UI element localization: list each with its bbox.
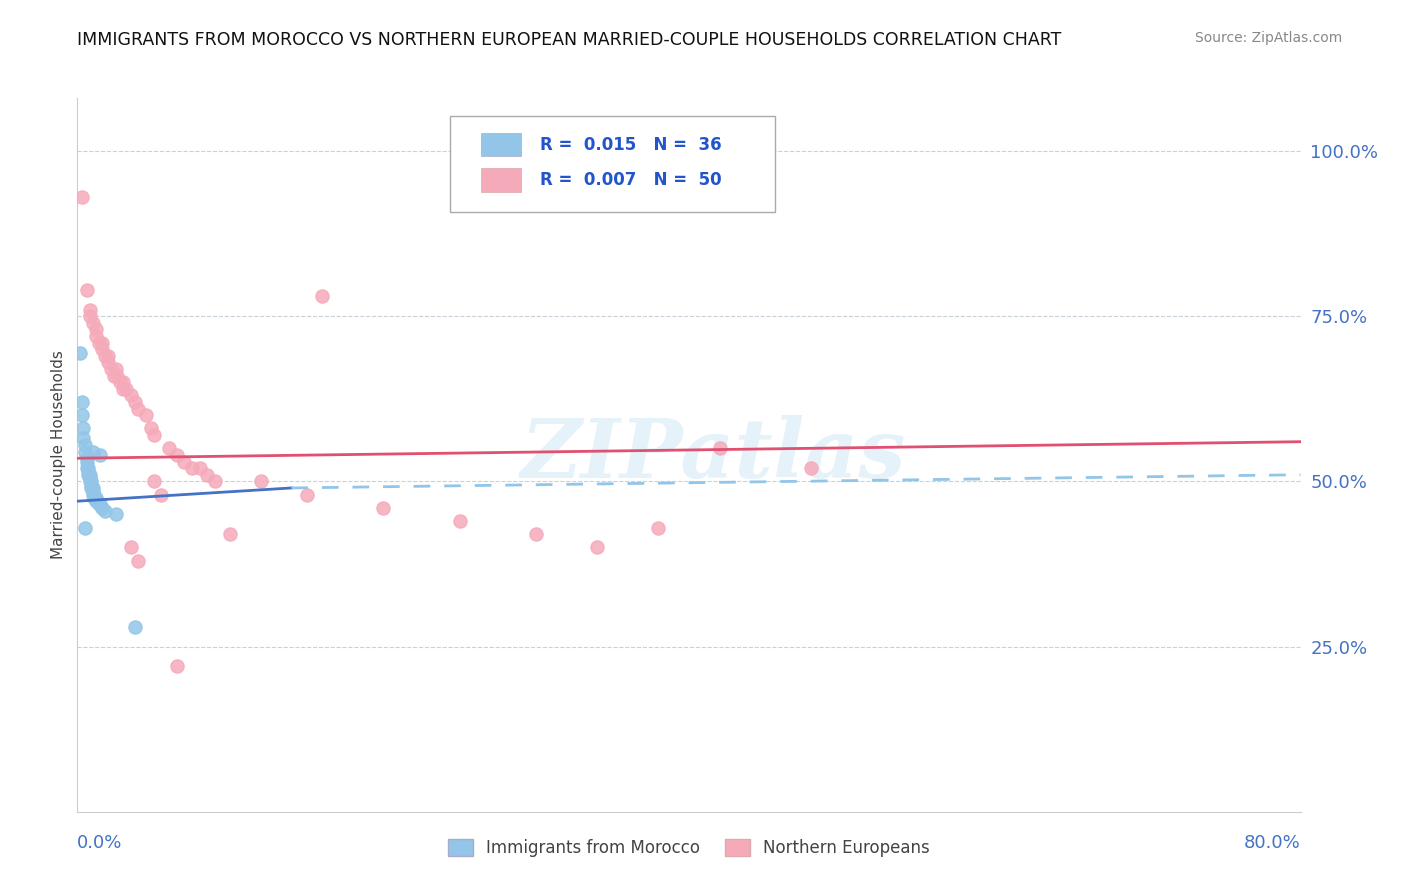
Point bbox=[72, 421, 94, 435]
Point bbox=[104, 508, 127, 522]
Legend: Immigrants from Morocco, Northern Europeans: Immigrants from Morocco, Northern Europe… bbox=[441, 832, 936, 864]
Bar bbox=[481, 133, 522, 156]
Point bbox=[449, 514, 471, 528]
Point bbox=[150, 487, 173, 501]
Text: Source: ZipAtlas.com: Source: ZipAtlas.com bbox=[1195, 31, 1343, 45]
Point bbox=[173, 454, 195, 468]
Point bbox=[127, 401, 149, 416]
Point bbox=[82, 481, 104, 495]
Point bbox=[79, 309, 101, 323]
Point bbox=[100, 362, 122, 376]
Point bbox=[295, 487, 318, 501]
Point bbox=[371, 500, 394, 515]
Point bbox=[90, 500, 112, 515]
Text: R =  0.007   N =  50: R = 0.007 N = 50 bbox=[540, 171, 721, 189]
Point bbox=[188, 461, 211, 475]
Point bbox=[89, 448, 111, 462]
Point bbox=[87, 335, 110, 350]
Point bbox=[79, 467, 101, 482]
Point bbox=[120, 541, 142, 555]
Point bbox=[115, 382, 138, 396]
Text: 80.0%: 80.0% bbox=[1244, 834, 1301, 852]
Point bbox=[73, 438, 96, 452]
Point bbox=[84, 494, 107, 508]
Point bbox=[311, 289, 333, 303]
Point bbox=[76, 454, 98, 468]
Point bbox=[79, 471, 101, 485]
Point bbox=[139, 421, 162, 435]
Point bbox=[108, 376, 131, 390]
Point bbox=[800, 461, 823, 475]
Point bbox=[204, 475, 226, 489]
Point bbox=[94, 504, 117, 518]
Point bbox=[166, 448, 188, 462]
Point bbox=[80, 481, 103, 495]
Point bbox=[647, 520, 669, 534]
Point bbox=[219, 527, 242, 541]
Point bbox=[135, 409, 157, 423]
Point bbox=[89, 498, 111, 512]
Point bbox=[157, 442, 180, 456]
Point bbox=[76, 461, 98, 475]
Point bbox=[80, 477, 103, 491]
Point bbox=[103, 368, 125, 383]
Point bbox=[250, 475, 273, 489]
Point bbox=[104, 362, 127, 376]
Point bbox=[76, 283, 98, 297]
Point bbox=[142, 475, 165, 489]
Point bbox=[112, 376, 135, 390]
Point bbox=[90, 342, 112, 356]
Point bbox=[112, 382, 135, 396]
Point bbox=[82, 444, 104, 458]
Point bbox=[84, 491, 107, 505]
Point bbox=[83, 487, 105, 501]
Bar bbox=[481, 169, 522, 192]
Point bbox=[181, 461, 204, 475]
Point bbox=[709, 442, 731, 456]
Point bbox=[76, 451, 98, 466]
Point bbox=[82, 484, 104, 499]
Point bbox=[82, 316, 104, 330]
Point bbox=[83, 491, 105, 505]
Point bbox=[94, 349, 117, 363]
Point bbox=[524, 527, 547, 541]
Point bbox=[195, 467, 218, 482]
Point bbox=[70, 190, 93, 204]
Point bbox=[90, 335, 112, 350]
Point bbox=[124, 620, 146, 634]
Point bbox=[86, 494, 108, 508]
Point bbox=[124, 395, 146, 409]
Point bbox=[87, 498, 110, 512]
Text: ZIPatlas: ZIPatlas bbox=[520, 415, 905, 495]
Point bbox=[84, 322, 107, 336]
Point bbox=[70, 395, 93, 409]
Point bbox=[82, 487, 104, 501]
Point bbox=[77, 461, 100, 475]
FancyBboxPatch shape bbox=[450, 116, 775, 212]
Point bbox=[73, 520, 96, 534]
Point bbox=[127, 554, 149, 568]
Text: IMMIGRANTS FROM MOROCCO VS NORTHERN EUROPEAN MARRIED-COUPLE HOUSEHOLDS CORRELATI: IMMIGRANTS FROM MOROCCO VS NORTHERN EURO… bbox=[77, 31, 1062, 49]
Point bbox=[97, 355, 120, 369]
Point bbox=[586, 541, 609, 555]
Point bbox=[142, 428, 165, 442]
Point bbox=[77, 467, 100, 482]
Text: R =  0.015   N =  36: R = 0.015 N = 36 bbox=[540, 136, 721, 153]
Point bbox=[79, 475, 101, 489]
Point bbox=[166, 659, 188, 673]
Point bbox=[72, 431, 94, 445]
Point bbox=[80, 475, 103, 489]
Point bbox=[69, 345, 91, 359]
Point bbox=[79, 302, 101, 317]
Point bbox=[77, 465, 100, 479]
Point bbox=[73, 444, 96, 458]
Point bbox=[105, 368, 128, 383]
Point bbox=[120, 388, 142, 402]
Y-axis label: Married-couple Households: Married-couple Households bbox=[51, 351, 66, 559]
Point bbox=[70, 409, 93, 423]
Point bbox=[84, 329, 107, 343]
Text: 0.0%: 0.0% bbox=[77, 834, 122, 852]
Point bbox=[97, 349, 120, 363]
